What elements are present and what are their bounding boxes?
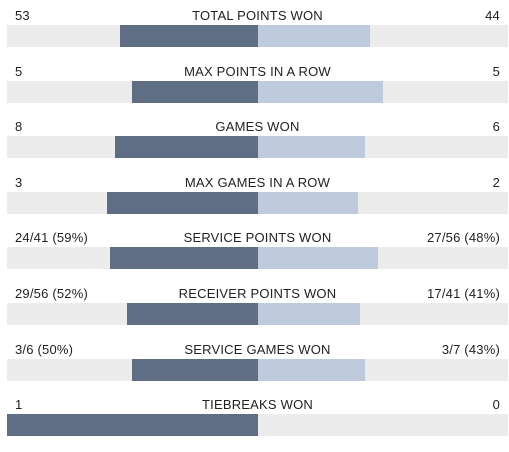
stat-left-value: 3: [15, 174, 23, 190]
stat-bar-right: [257, 191, 358, 214]
stat-bar-track: [7, 136, 508, 159]
stat-title: TIEBREAKS WON: [202, 397, 313, 413]
stat-left-value: 8: [15, 119, 23, 135]
stat-row-total-points-won: 53 TOTAL POINTS WON 44: [7, 7, 508, 63]
stat-left-value: 3/6 (50%): [15, 341, 74, 357]
stat-right-value: 3/7 (43%): [441, 341, 500, 357]
stat-title: MAX GAMES IN A ROW: [184, 174, 331, 190]
stat-row-service-games-won: 3/6 (50%) SERVICE GAMES WON 3/7 (43%): [7, 341, 508, 397]
stat-row-games-won: 8 GAMES WON 6: [7, 118, 508, 174]
stat-bar-track: [7, 247, 508, 270]
stat-title: SERVICE POINTS WON: [183, 230, 332, 246]
stat-row-tiebreaks-won: 1 TIEBREAKS WON 0: [7, 396, 508, 452]
stat-right-value: 2: [492, 174, 500, 190]
stat-bar-track: [7, 25, 508, 47]
stat-left-value: 53: [15, 8, 30, 23]
stat-right-value: 0: [492, 397, 500, 413]
stat-bar-track: [7, 80, 508, 103]
stat-row-service-points-won: 24/41 (59%) SERVICE POINTS WON 27/56 (48…: [7, 229, 508, 285]
match-stats-panel: 53 TOTAL POINTS WON 44 5 MAX POINTS IN A…: [7, 0, 508, 452]
stat-left-value: 24/41 (59%): [15, 230, 89, 246]
stat-bar-left: [107, 191, 258, 214]
stat-left-value: 5: [15, 63, 23, 79]
stat-right-value: 17/41 (41%): [426, 285, 500, 301]
stat-right-value: 27/56 (48%): [426, 230, 500, 246]
stat-bar-right: [257, 358, 366, 381]
stat-bar-left: [132, 80, 258, 103]
stat-bar-left: [119, 25, 258, 47]
stat-left-value: 29/56 (52%): [15, 285, 89, 301]
stat-right-value: 6: [492, 119, 500, 135]
stat-title: GAMES WON: [215, 119, 300, 135]
stat-bar-right: [257, 302, 361, 325]
stat-bar-right: [257, 136, 366, 159]
stat-bar-right: [257, 247, 378, 270]
stat-bar-left: [132, 358, 258, 381]
stat-bar-track: [7, 358, 508, 381]
stat-bar-right: [257, 25, 371, 47]
stat-right-value: 5: [492, 63, 500, 79]
stat-row-receiver-points-won: 29/56 (52%) RECEIVER POINTS WON 17/41 (4…: [7, 285, 508, 341]
stat-title: SERVICE GAMES WON: [184, 341, 331, 357]
stat-title: RECEIVER POINTS WON: [178, 285, 337, 301]
stat-right-value: 44: [485, 8, 500, 23]
stat-row-max-games-in-a-row: 3 MAX GAMES IN A ROW 2: [7, 174, 508, 230]
stat-row-max-points-in-a-row: 5 MAX POINTS IN A ROW 5: [7, 63, 508, 119]
stat-bar-left: [7, 414, 258, 437]
stat-bar-left: [114, 136, 258, 159]
stat-bar-track: [7, 414, 508, 437]
stat-bar-left: [109, 247, 258, 270]
stat-bar-right: [257, 80, 383, 103]
stat-bar-track: [7, 302, 508, 325]
stat-title: TOTAL POINTS WON: [192, 8, 323, 23]
stat-bar-left: [127, 302, 258, 325]
stat-title: MAX POINTS IN A ROW: [184, 63, 331, 79]
stat-left-value: 1: [15, 397, 23, 413]
stat-bar-track: [7, 191, 508, 214]
